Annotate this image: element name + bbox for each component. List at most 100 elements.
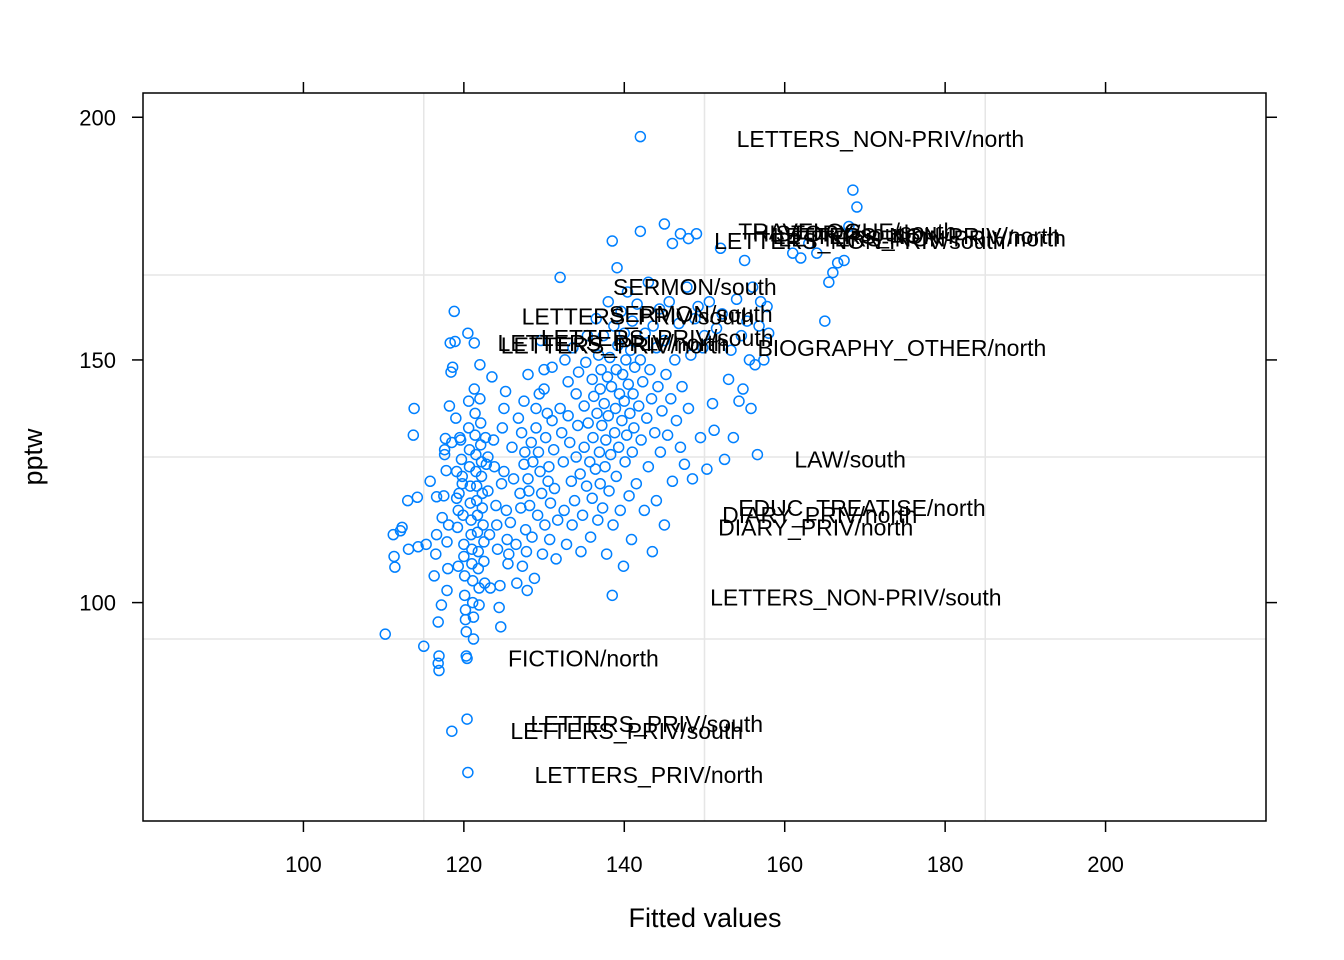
data-point: [604, 351, 616, 364]
data-point: [851, 201, 863, 213]
data-point: [462, 395, 475, 407]
data-point: [388, 550, 400, 563]
x-tick-label: 200: [1087, 852, 1124, 877]
data-point: [469, 407, 481, 420]
data-point: [645, 393, 658, 405]
data-point: [506, 441, 518, 454]
data-point: [741, 315, 753, 327]
data-point: [562, 409, 574, 422]
data-point: [461, 652, 473, 665]
data-point: [582, 417, 594, 429]
data-point: [656, 405, 668, 417]
data-point: [706, 397, 719, 410]
data-point: [536, 548, 549, 560]
data-point: [652, 380, 664, 393]
data-point: [452, 560, 464, 572]
point-label: LETTERS_PRIV/south: [530, 711, 763, 737]
data-point: [441, 584, 453, 597]
data-point: [735, 329, 748, 342]
data-point: [626, 446, 639, 458]
data-point: [412, 541, 424, 553]
data-point: [616, 414, 628, 427]
data-point: [593, 446, 606, 458]
data-point: [522, 473, 534, 485]
data-point: [438, 490, 450, 502]
data-point: [630, 477, 643, 490]
data-point: [526, 531, 538, 543]
data-point: [438, 443, 451, 456]
point-label: LETTERS_NON-PRIV/south: [714, 228, 1005, 254]
data-point: [465, 528, 477, 541]
data-point: [450, 412, 462, 424]
data-point: [424, 475, 436, 488]
data-point: [498, 465, 510, 478]
data-point: [456, 470, 469, 483]
data-point: [586, 373, 598, 386]
data-point: [535, 334, 547, 347]
axis-ticks: 100 120 140 160 180 200 100 150 200: [79, 82, 1277, 877]
data-point: [638, 504, 651, 517]
data-point: [488, 460, 501, 473]
data-point: [606, 589, 619, 602]
data-point: [612, 339, 624, 352]
data-point: [461, 713, 473, 725]
data-point: [518, 395, 530, 407]
point-label: LETTERS_PRIV/north: [501, 332, 730, 358]
data-point: [479, 431, 492, 444]
data-point: [448, 305, 460, 318]
data-point: [619, 456, 631, 468]
data-point: [596, 419, 608, 432]
data-point: [602, 295, 614, 308]
data-point: [407, 429, 420, 441]
x-tick-label: 120: [445, 852, 482, 877]
data-point: [636, 376, 649, 388]
data-point: [510, 538, 522, 551]
data-point: [745, 402, 757, 415]
data-point: [474, 439, 487, 451]
y-tick-label: 150: [79, 348, 116, 373]
data-point: [575, 545, 587, 558]
data-point: [440, 464, 452, 477]
data-point: [501, 533, 513, 546]
data-point: [432, 657, 444, 670]
data-point: [604, 448, 617, 461]
data-point: [576, 509, 589, 521]
y-tick-label: 200: [79, 105, 116, 130]
data-point: [603, 485, 615, 497]
data-point: [710, 322, 723, 335]
data-point: [591, 407, 603, 420]
data-point: [596, 502, 609, 514]
data-point: [622, 378, 635, 390]
data-point: [618, 395, 631, 407]
data-point: [477, 519, 489, 531]
data-point: [624, 407, 636, 420]
data-point: [439, 432, 452, 445]
data-point: [468, 383, 481, 395]
data-point: [838, 254, 850, 267]
data-point: [758, 354, 770, 366]
data-point: [608, 320, 620, 332]
data-point: [491, 543, 504, 555]
data-point: [528, 572, 541, 585]
data-point: [746, 281, 759, 293]
data-point: [531, 509, 544, 521]
data-point: [647, 320, 659, 332]
data-point: [610, 470, 623, 483]
data-point: [661, 429, 674, 441]
data-point: [430, 528, 443, 541]
data-point: [628, 422, 640, 434]
data-point: [697, 342, 709, 354]
data-point: [678, 458, 691, 471]
data-point: [534, 465, 546, 478]
data-point: [634, 354, 647, 366]
data-point: [572, 419, 584, 432]
data-point: [435, 599, 448, 611]
data-point: [650, 494, 663, 507]
data-point: [650, 342, 663, 354]
data-point: [658, 334, 671, 347]
data-point: [474, 359, 486, 371]
data-point: [626, 315, 639, 327]
data-point: [660, 368, 672, 381]
data-point: [420, 538, 432, 551]
data-point: [541, 407, 554, 420]
